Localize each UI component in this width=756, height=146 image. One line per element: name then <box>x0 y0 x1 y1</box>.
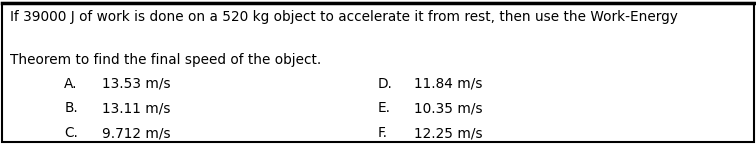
Text: F.: F. <box>378 126 388 140</box>
Text: 10.35 m/s: 10.35 m/s <box>414 101 483 115</box>
Text: 13.11 m/s: 13.11 m/s <box>102 101 171 115</box>
Text: 13.53 m/s: 13.53 m/s <box>102 77 171 91</box>
Text: D.: D. <box>378 77 393 91</box>
Text: If 39000 J of work is done on a 520 kg object to accelerate it from rest, then u: If 39000 J of work is done on a 520 kg o… <box>10 10 677 24</box>
Text: Theorem to find the final speed of the object.: Theorem to find the final speed of the o… <box>10 53 321 67</box>
Text: A.: A. <box>64 77 78 91</box>
Text: 11.84 m/s: 11.84 m/s <box>414 77 483 91</box>
Text: 9.712 m/s: 9.712 m/s <box>102 126 171 140</box>
Text: 12.25 m/s: 12.25 m/s <box>414 126 483 140</box>
Text: C.: C. <box>64 126 78 140</box>
Text: B.: B. <box>64 101 78 115</box>
Text: E.: E. <box>378 101 391 115</box>
